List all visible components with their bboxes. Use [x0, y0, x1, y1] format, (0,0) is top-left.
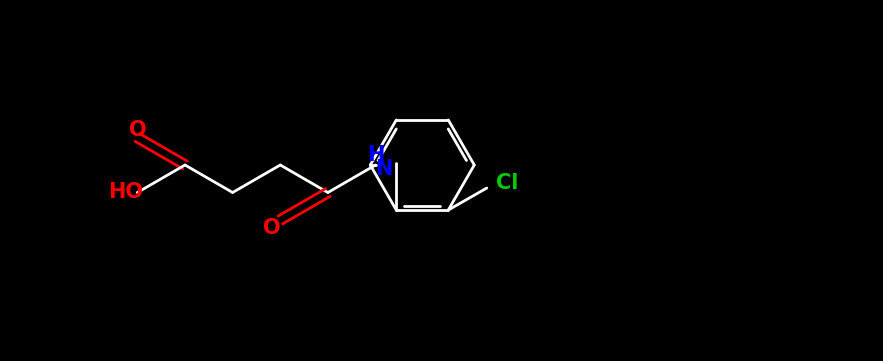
Text: H: H	[366, 145, 384, 165]
Text: HO: HO	[108, 183, 143, 203]
Text: O: O	[129, 119, 147, 139]
Text: N: N	[375, 159, 392, 179]
Text: O: O	[263, 218, 281, 238]
Text: Cl: Cl	[495, 173, 518, 193]
